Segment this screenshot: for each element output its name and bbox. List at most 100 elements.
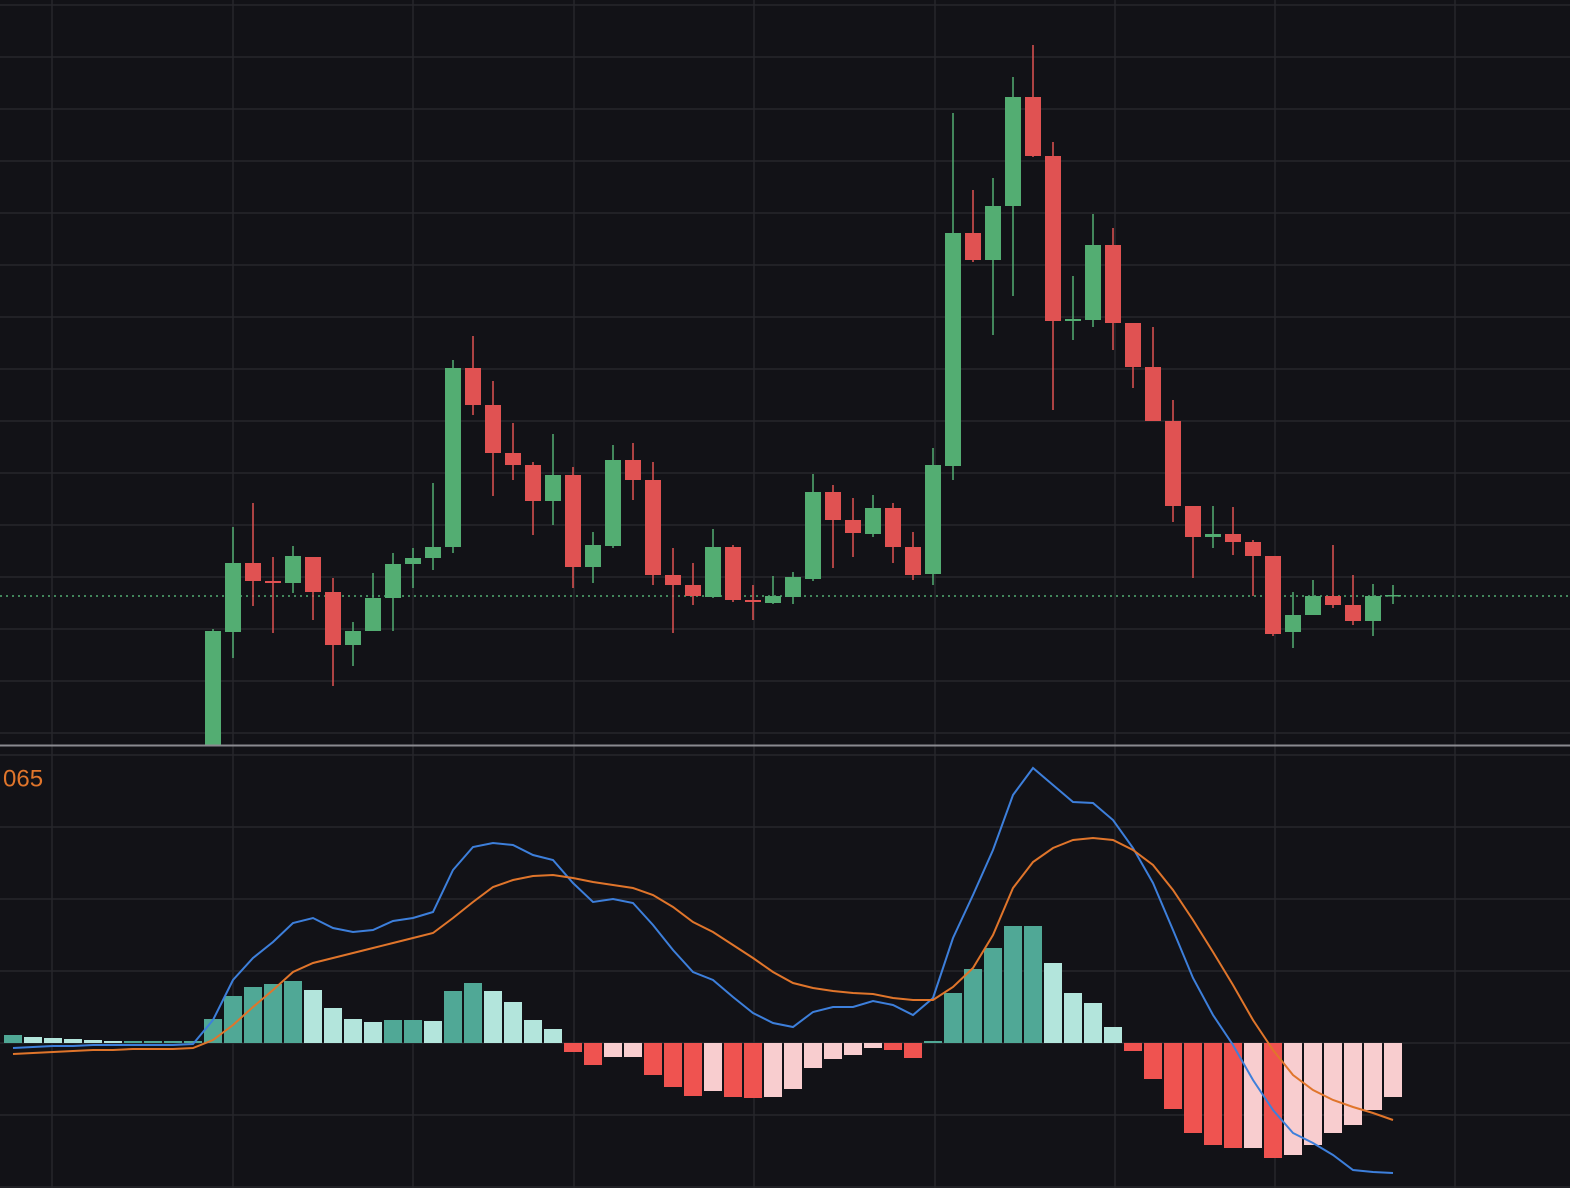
candle — [665, 548, 681, 633]
candle — [545, 434, 561, 525]
histogram-bar — [564, 1043, 582, 1052]
histogram-bar — [444, 991, 462, 1043]
candle-body — [1205, 534, 1221, 537]
candle-body — [905, 547, 921, 575]
candle-body — [345, 631, 361, 645]
candle-body — [765, 596, 781, 603]
histogram-bar — [1124, 1043, 1142, 1051]
histogram-bar — [1244, 1043, 1262, 1148]
candle-body — [505, 453, 521, 465]
candle — [345, 622, 361, 666]
candle-body — [845, 520, 861, 533]
candle — [1045, 142, 1061, 410]
candle — [1245, 540, 1261, 596]
candle — [385, 553, 401, 631]
candle-body — [425, 547, 441, 558]
histogram-bar — [1064, 993, 1082, 1043]
candle-body — [1005, 97, 1021, 206]
candle-body — [1345, 605, 1361, 621]
histogram-bar — [344, 1019, 362, 1043]
candle-body — [785, 577, 801, 597]
candle-body — [365, 598, 381, 631]
histogram-bar — [1344, 1043, 1362, 1125]
candle-body — [1185, 506, 1201, 537]
candle-body — [825, 492, 841, 520]
candle-body — [1385, 595, 1401, 597]
histogram-bar — [384, 1020, 402, 1043]
histogram-bar — [324, 1008, 342, 1043]
histogram-bar — [1164, 1043, 1182, 1109]
histogram-bar — [284, 981, 302, 1043]
histogram-bar — [24, 1037, 42, 1043]
candle-body — [605, 460, 621, 546]
histogram-bar — [184, 1041, 202, 1043]
candle-body — [325, 592, 341, 645]
candle-body — [625, 460, 641, 480]
histogram-bar — [1084, 1003, 1102, 1043]
candle-body — [545, 475, 561, 501]
histogram-bar — [4, 1035, 22, 1043]
histogram-bar — [504, 1002, 522, 1043]
candle-body — [305, 557, 321, 592]
candle-body — [385, 564, 401, 598]
histogram-bar — [64, 1039, 82, 1043]
candle — [365, 573, 381, 631]
candle — [1145, 327, 1161, 421]
histogram-bar — [984, 948, 1002, 1043]
candle — [585, 532, 601, 583]
candle — [285, 546, 301, 593]
candle — [445, 360, 461, 553]
histogram-bar — [224, 996, 242, 1043]
histogram-bar — [544, 1029, 562, 1043]
candle-body — [1225, 534, 1241, 542]
candle — [1025, 45, 1041, 157]
histogram-bar — [104, 1041, 122, 1043]
histogram-bar — [124, 1041, 142, 1043]
candle-body — [245, 563, 261, 581]
candle-body — [705, 547, 721, 597]
candle — [965, 190, 981, 262]
histogram-bar — [44, 1038, 62, 1043]
histogram-bar — [1144, 1043, 1162, 1079]
candle-body — [485, 405, 501, 453]
candle-body — [465, 368, 481, 405]
histogram-bar — [264, 984, 282, 1043]
histogram-bar — [84, 1040, 102, 1043]
histogram-bar — [964, 969, 982, 1043]
histogram-bar — [584, 1043, 602, 1065]
histogram-bar — [924, 1041, 942, 1043]
candle — [725, 545, 741, 602]
candle — [745, 585, 761, 620]
candle-body — [865, 508, 881, 534]
histogram-bar — [424, 1021, 442, 1043]
candle — [1165, 400, 1181, 522]
histogram-bar — [1364, 1043, 1382, 1110]
histogram-bar — [884, 1043, 902, 1050]
candle — [325, 578, 341, 686]
histogram-bar — [1184, 1043, 1202, 1133]
candle — [705, 529, 721, 598]
histogram-bar — [1104, 1027, 1122, 1043]
histogram-bar — [304, 990, 322, 1043]
candle-body — [1305, 596, 1321, 615]
candle-body — [945, 233, 961, 466]
histogram-bar — [464, 983, 482, 1043]
candle — [1325, 545, 1341, 608]
candle-body — [565, 475, 581, 567]
candle — [505, 423, 521, 480]
histogram-bar — [784, 1043, 802, 1089]
histogram-bar — [944, 993, 962, 1043]
candle — [1185, 506, 1201, 578]
candle-body — [205, 631, 221, 745]
histogram-bar — [164, 1041, 182, 1043]
histogram-bar — [484, 991, 502, 1043]
histogram-bar — [364, 1022, 382, 1043]
candle-body — [665, 575, 681, 585]
candle-body — [1045, 156, 1061, 321]
candle-body — [925, 465, 941, 574]
candle — [765, 576, 781, 604]
macd-label: 065 — [3, 765, 43, 792]
candle-body — [1105, 245, 1121, 323]
histogram-bar — [1304, 1043, 1322, 1145]
